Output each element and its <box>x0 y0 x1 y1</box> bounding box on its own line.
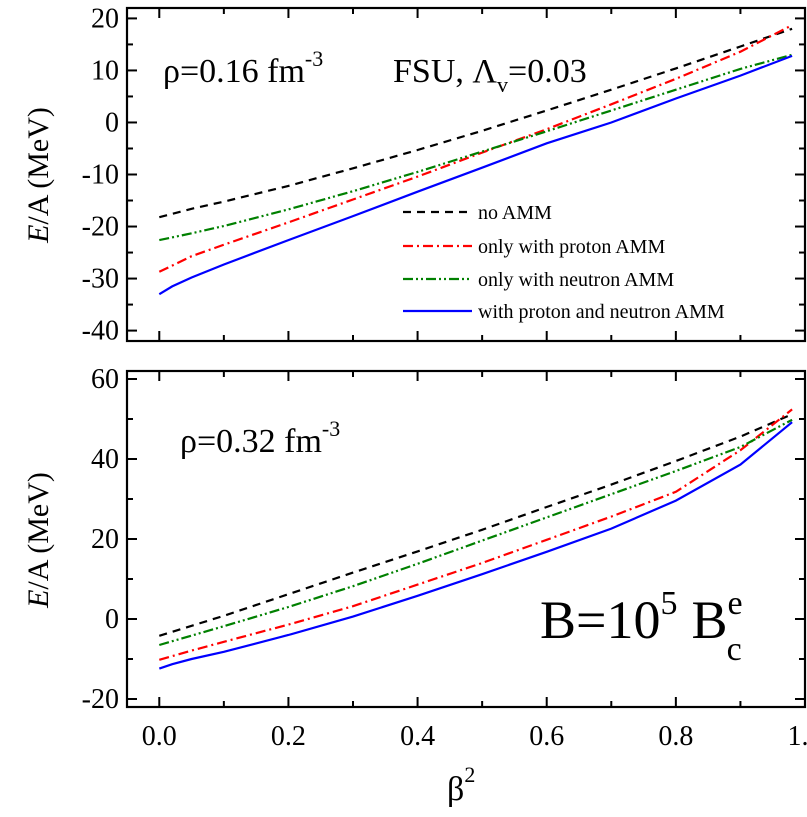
bottom-y-tick-label: 40 <box>91 444 119 475</box>
bottom-y-tick-label: -20 <box>82 684 119 715</box>
magnetic-field-annotation: B=105 Be c <box>540 585 743 668</box>
top-y-tick-label: 10 <box>91 55 119 86</box>
top-series-line-2 <box>159 53 793 242</box>
top-density-annotation: ρ=0.16 fm-3 <box>163 46 323 90</box>
legend-label-neutron-amm: only with neutron AMM <box>478 269 674 291</box>
bottom-series-line-3 <box>158 421 793 670</box>
bottom-y-tick-label: 20 <box>91 524 119 555</box>
x-tick-label: 1.0 <box>788 721 807 752</box>
legend-label-proton-neutron-amm: with proton and neutron AMM <box>478 301 725 323</box>
bottom-ticks: 0.0 0.2 0.4 0.6 0.8 1.0 -20 0 20 40 60 <box>82 364 807 752</box>
bottom-series-group <box>158 408 793 670</box>
top-series-line-3 <box>158 54 793 296</box>
legend-label-proton-amm: only with proton AMM <box>478 236 665 258</box>
top-y-tick-label: -40 <box>82 316 119 347</box>
x-tick-label: 0.4 <box>400 721 435 752</box>
bottom-plot-frame <box>125 369 807 709</box>
top-model-annotation: FSU, Λv=0.03 <box>393 53 587 97</box>
top-panel: -40 -30 -20 -10 0 10 20 ρ=0.16 fm-3 FSU, Λv=0.… <box>22 3 807 347</box>
bottom-y-axis-title: E/A (MeV) <box>22 472 55 609</box>
top-y-tick-label: -20 <box>82 212 119 243</box>
top-series-line-1 <box>158 24 793 273</box>
top-series-line-0 <box>159 27 793 219</box>
x-axis-title: β2 <box>447 762 475 808</box>
bottom-density-annotation: ρ=0.32 fm-3 <box>180 416 340 460</box>
bottom-panel: 0.0 0.2 0.4 0.6 0.8 1.0 -20 0 20 40 60 ρ=0.32 fm-3… <box>22 364 807 808</box>
legend-label-no-amm: no AMM <box>478 202 552 224</box>
bottom-y-tick-label: 60 <box>91 364 119 395</box>
top-ticks: -40 -30 -20 -10 0 10 20 <box>82 3 806 347</box>
bottom-series-line-0 <box>158 413 793 637</box>
legend: no AMM only with proton AMM only with ne… <box>403 202 725 323</box>
top-y-tick-label: -30 <box>82 264 119 295</box>
top-series-group <box>158 24 793 296</box>
top-y-tick-label: -10 <box>82 160 119 191</box>
x-tick-label: 0.6 <box>529 721 564 752</box>
x-tick-label: 0.8 <box>658 721 693 752</box>
x-tick-label: 0.0 <box>142 721 177 752</box>
top-y-tick-label: 0 <box>105 107 119 138</box>
x-tick-label: 0.2 <box>271 721 306 752</box>
top-y-axis-title: E/A (MeV) <box>22 107 55 244</box>
bottom-series-line-1 <box>158 408 793 661</box>
top-y-tick-label: 20 <box>91 3 119 34</box>
bottom-y-tick-label: 0 <box>105 604 119 635</box>
